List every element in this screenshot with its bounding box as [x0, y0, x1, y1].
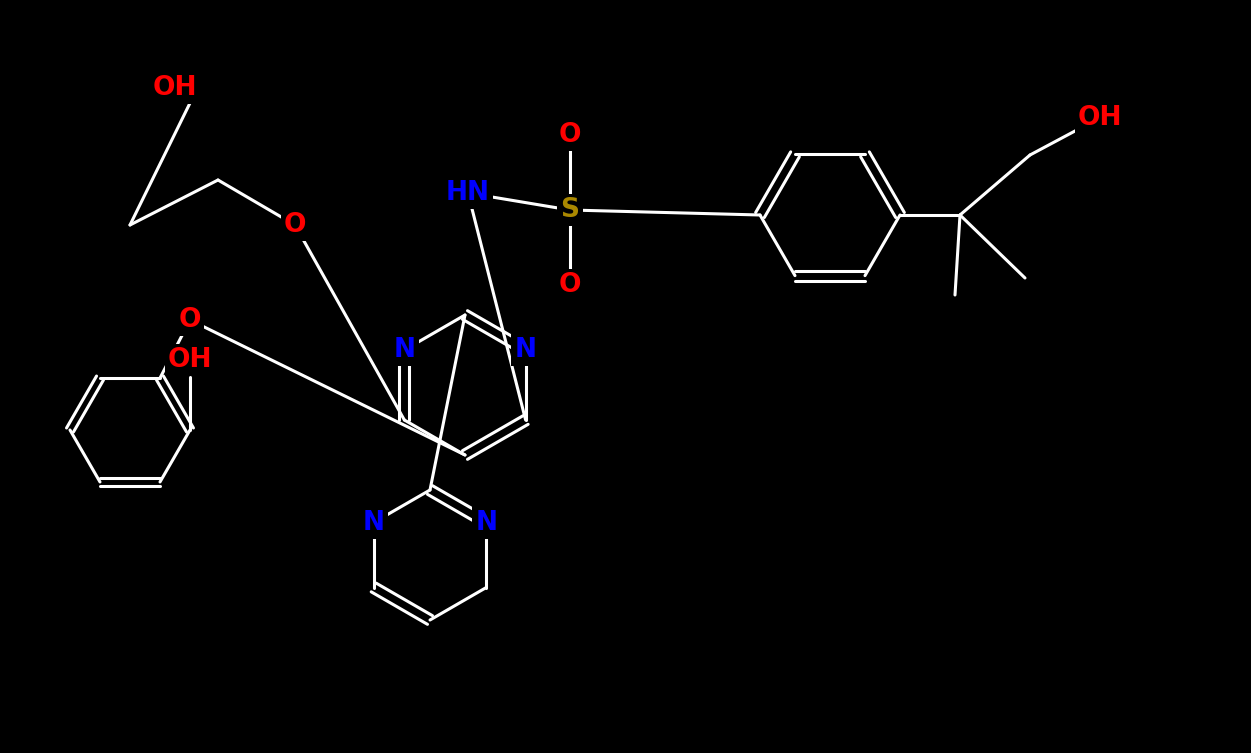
Text: N: N: [393, 337, 415, 363]
Text: OH: OH: [1078, 105, 1122, 131]
Text: HN: HN: [447, 180, 490, 206]
Text: OH: OH: [153, 75, 198, 101]
Text: O: O: [284, 212, 306, 238]
Text: O: O: [179, 307, 201, 333]
Text: S: S: [560, 197, 579, 223]
Text: OH: OH: [168, 347, 213, 373]
Text: N: N: [475, 510, 498, 535]
Text: N: N: [363, 510, 385, 535]
Text: O: O: [559, 272, 582, 298]
Text: O: O: [559, 122, 582, 148]
Text: N: N: [514, 337, 537, 363]
